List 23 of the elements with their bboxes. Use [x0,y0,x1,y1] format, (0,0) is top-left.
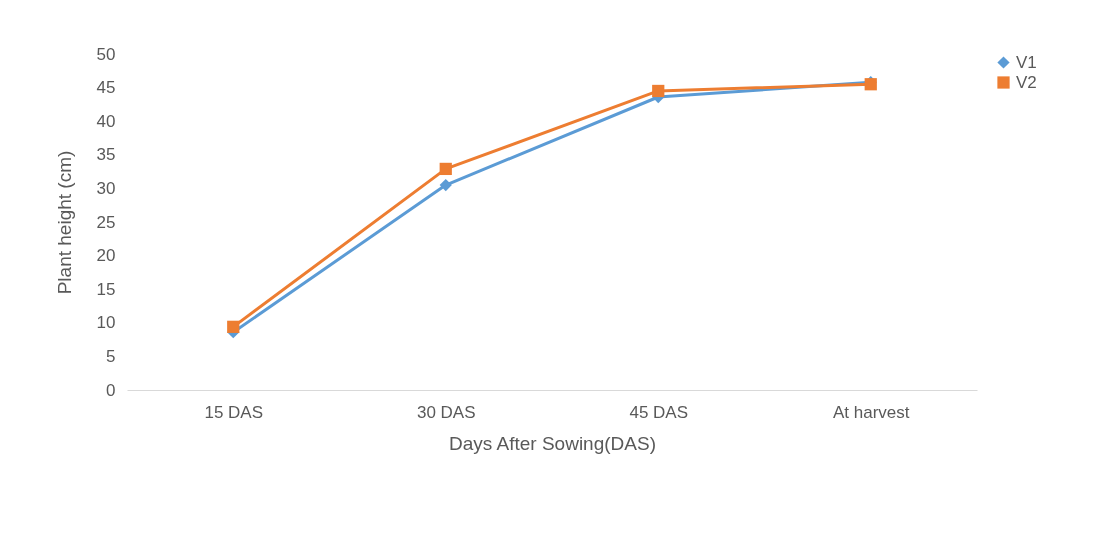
y-tick-label: 5 [106,346,116,366]
y-tick-label: 30 [96,178,116,198]
y-tick-label: 15 [96,279,116,299]
x-tick-label: 45 DAS [629,402,689,422]
y-tick-label: 35 [96,145,116,165]
y-tick-label: 25 [96,212,116,232]
x-axis-title: Days After Sowing(DAS) [449,432,656,454]
y-axis-title: Plant height (cm) [53,150,75,295]
y-tick-label: 20 [96,246,116,266]
y-tick-label: 40 [96,111,116,131]
legend-label: V1 [1016,52,1037,72]
y-tick-label: 10 [96,313,116,333]
x-tick-label: 30 DAS [416,402,476,422]
y-tick-label: 0 [106,380,116,400]
point [439,162,452,176]
legend-label: V2 [1016,72,1037,92]
x-tick-label: At harvest [832,402,910,422]
y-tick-label: 45 [96,78,116,98]
point [652,84,665,98]
y-tick-label: 50 [96,44,116,64]
point [439,178,452,192]
x-tick-label: 15 DAS [204,402,264,422]
point [227,320,240,333]
